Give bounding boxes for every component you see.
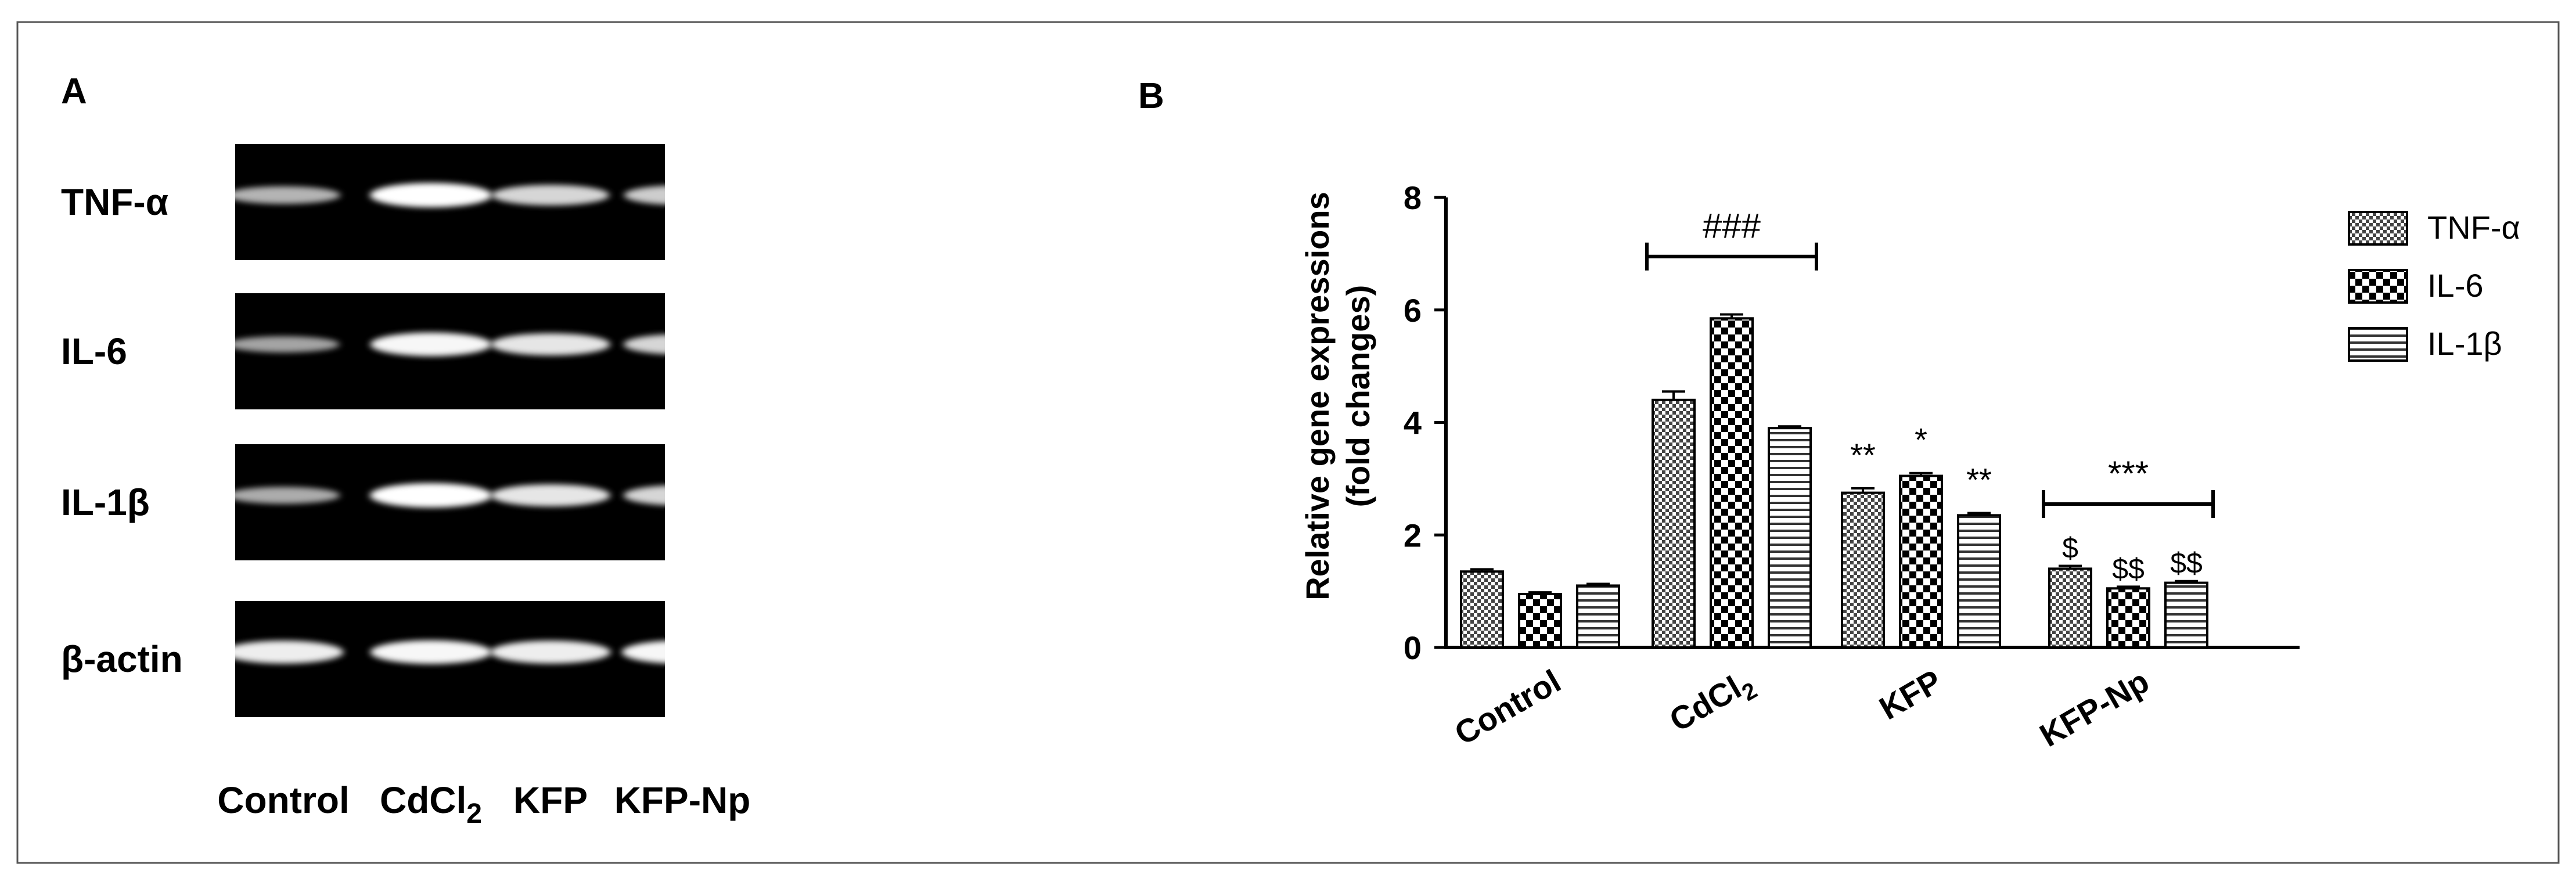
bar <box>2164 581 2208 649</box>
significance-label: ### <box>1703 207 1761 246</box>
legend-label: TNF-α <box>2427 209 2520 246</box>
y-tick-label: 4 <box>1404 405 1422 441</box>
gel-band <box>623 485 742 506</box>
lane-label: KFP-Np <box>614 779 751 821</box>
y-tick-label: 2 <box>1404 517 1422 553</box>
gel-row-label: TNF-α <box>61 181 168 223</box>
y-tick-label: 6 <box>1404 292 1422 329</box>
gel-band <box>226 487 340 504</box>
y-tick-label: 0 <box>1404 629 1422 666</box>
panel-b-label: B <box>1138 76 1164 116</box>
bar <box>1768 427 1812 649</box>
gel-band <box>226 186 341 204</box>
bar <box>1710 317 1754 649</box>
gel-row-label: IL-6 <box>61 330 127 372</box>
significance-label: ** <box>1850 437 1876 473</box>
y-axis-label-line2: (fold changes) <box>1340 285 1376 508</box>
panel-a-label: A <box>61 71 87 111</box>
bar <box>1460 570 1504 649</box>
legend-label: IL-6 <box>2427 267 2484 304</box>
panel-a-gel: A TNF-α IL-6 IL-1β β-actin Control CdCl2 KFP K… <box>61 71 750 829</box>
gel-band <box>370 640 492 664</box>
gel-band <box>621 640 743 664</box>
gel-band <box>223 640 344 664</box>
significance-label: ** <box>1966 461 1992 498</box>
y-tick-label: 8 <box>1404 179 1422 216</box>
bar <box>2048 567 2092 649</box>
bar <box>1899 474 1943 649</box>
bar <box>2106 587 2150 649</box>
gel-band <box>370 483 492 508</box>
lane-label: CdCl2 <box>380 779 482 829</box>
significance-label: *** <box>2108 454 2149 493</box>
gel-band <box>491 185 610 206</box>
significance-label: $ <box>2062 532 2078 564</box>
gel-band <box>227 336 340 352</box>
bar <box>1652 398 1696 649</box>
lane-label: KFP <box>513 779 588 821</box>
gel-band <box>623 334 742 355</box>
legend-swatch <box>2348 211 2408 246</box>
gel-band <box>624 185 741 206</box>
bar <box>1841 491 1885 649</box>
gel-row-label: β-actin <box>61 638 183 680</box>
bar <box>1518 592 1562 649</box>
legend-swatch <box>2348 327 2408 362</box>
significance-label: $$ <box>2112 552 2145 585</box>
significance-label: * <box>1915 422 1927 458</box>
chart-legend: TNF-α IL-6 IL-1β <box>2348 209 2520 362</box>
gel-band <box>491 484 610 507</box>
gel-band <box>370 183 492 207</box>
y-axis-label-line1: Relative gene expressions <box>1299 192 1336 600</box>
lane-label: Control <box>217 779 350 821</box>
gel-band <box>490 640 611 664</box>
bar <box>1576 584 1620 649</box>
gel-band <box>370 332 492 357</box>
gel-band <box>491 333 610 356</box>
bar <box>1957 514 2001 649</box>
gel-row-label: IL-1β <box>61 481 150 523</box>
legend-swatch <box>2348 269 2408 304</box>
legend-label: IL-1β <box>2427 325 2502 362</box>
significance-label: $$ <box>2170 547 2203 580</box>
